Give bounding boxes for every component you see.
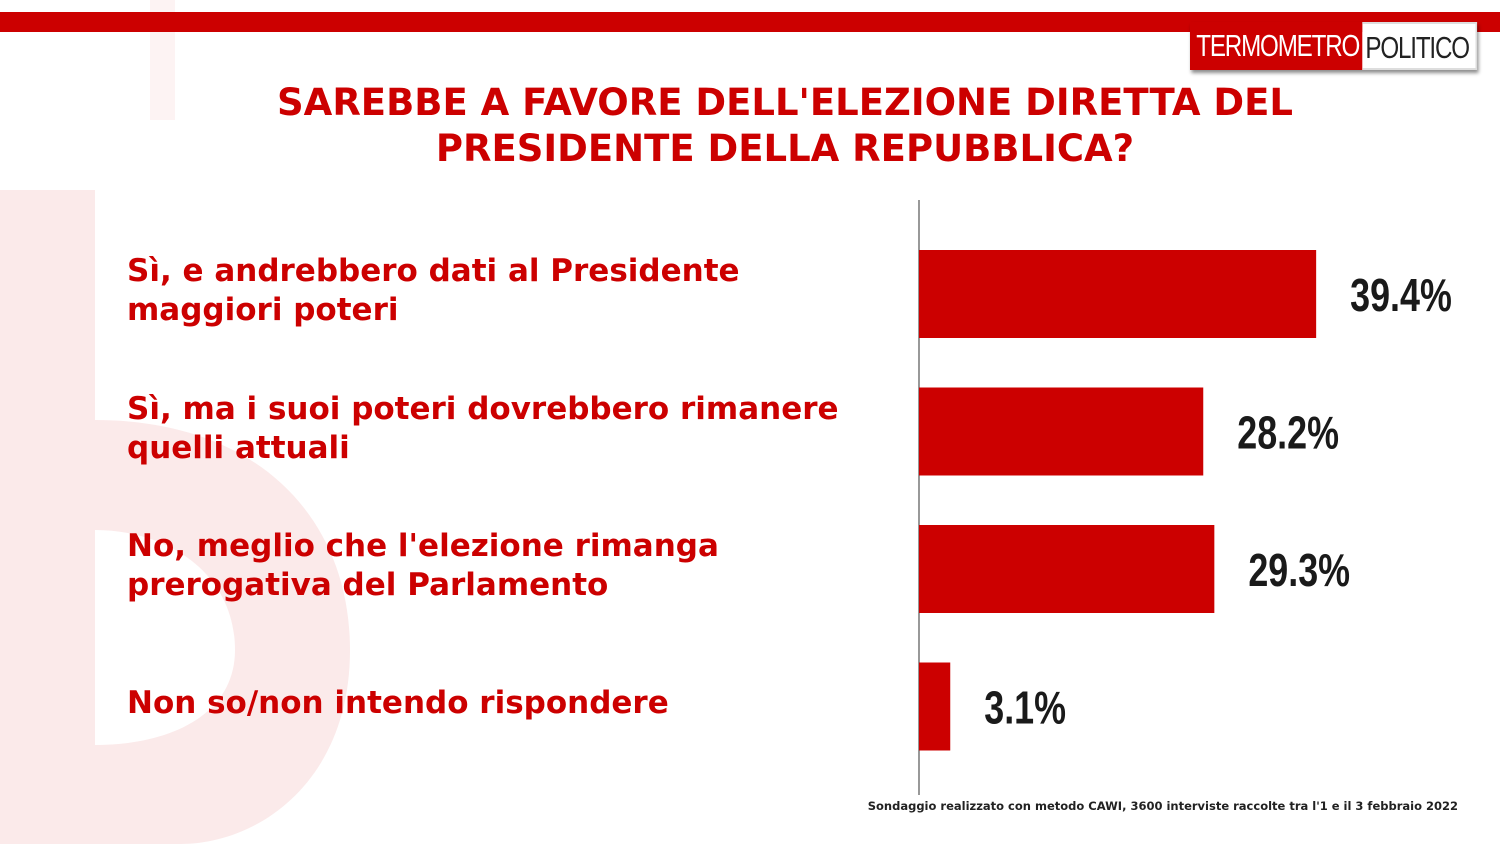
category-label-1-line-1: Sì, e andrebbero dati al Presidente	[127, 253, 740, 289]
chart-title-line-2: PRESIDENTE DELLA REPUBBLICA?	[435, 127, 1135, 170]
logo-part-1: TERMOMETRO	[1190, 22, 1363, 70]
category-label-1: Sì, e andrebbero dati al Presidente maggi…	[127, 252, 927, 330]
category-label-3-line-2: prerogativa del Parlamento	[127, 567, 609, 603]
chart-title-line-1: SAREBBE A FAVORE DELL'ELEZIONE DIRETTA D…	[277, 81, 1293, 124]
value-label-2: 28.2%	[1237, 407, 1339, 458]
logo-part-2: POLITICO	[1362, 22, 1477, 70]
bar-1	[919, 250, 1317, 338]
bar-2	[919, 387, 1204, 476]
category-label-2-line-2: quelli attuali	[127, 429, 350, 466]
bar-4	[919, 662, 951, 751]
termometro-politico-logo: TERMOMETRO POLITICO	[1190, 22, 1477, 70]
category-label-4-line-1: Non so/non intendo rispondere	[127, 685, 669, 721]
bar-3	[919, 525, 1215, 613]
value-label-3: 29.3%	[1248, 545, 1350, 596]
survey-footnote: Sondaggio realizzato con metodo CAWI, 36…	[867, 799, 1458, 813]
category-label-1-line-2: maggiori poteri	[127, 292, 399, 328]
value-label-4: 3.1%	[984, 682, 1066, 733]
category-label-4: Non so/non intendo rispondere	[127, 684, 927, 723]
category-label-2-line-1: Sì, ma i suoi poteri dovrebbero rimanere	[127, 390, 839, 427]
category-label-3-line-1: No, meglio che l'elezione rimanga	[127, 528, 719, 564]
category-label-2: Sì, ma i suoi poteri dovrebbero rimanere…	[127, 390, 927, 468]
background-watermark	[0, 0, 350, 844]
category-label-3: No, meglio che l'elezione rimanga preroga…	[127, 527, 927, 605]
chart-title: SAREBBE A FAVORE DELL'ELEZIONE DIRETTA D…	[180, 80, 1390, 172]
value-label-1: 39.4%	[1350, 270, 1452, 321]
top-accent-bar	[0, 12, 1500, 32]
